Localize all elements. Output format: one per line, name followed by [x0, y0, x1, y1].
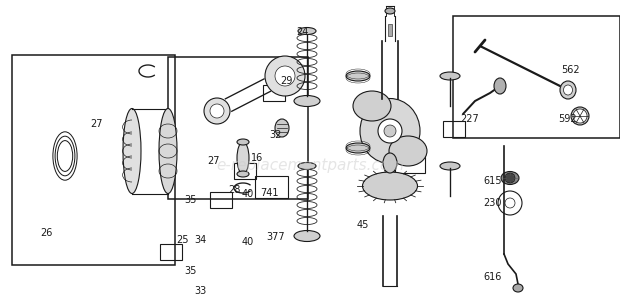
Ellipse shape [294, 230, 320, 241]
Bar [443, 121, 466, 136]
Ellipse shape [440, 72, 460, 80]
Ellipse shape [294, 95, 320, 106]
Text: 27: 27 [90, 119, 102, 129]
Bar [388, 24, 392, 36]
Text: 28: 28 [228, 185, 241, 195]
Text: 29: 29 [280, 76, 293, 86]
Bar [453, 16, 620, 138]
Ellipse shape [123, 109, 141, 193]
Text: 27: 27 [208, 156, 220, 166]
Ellipse shape [440, 162, 460, 170]
Text: 33: 33 [194, 286, 206, 296]
Ellipse shape [383, 153, 397, 173]
Text: 616: 616 [484, 272, 502, 282]
Text: 40: 40 [242, 237, 254, 247]
Bar [210, 192, 232, 207]
Circle shape [378, 119, 402, 143]
Circle shape [505, 173, 515, 183]
Bar [159, 244, 182, 260]
Ellipse shape [346, 143, 370, 153]
Text: 16: 16 [250, 153, 263, 163]
Ellipse shape [501, 171, 519, 185]
Ellipse shape [560, 81, 576, 99]
Ellipse shape [237, 139, 249, 145]
Text: e-replacementparts.com: e-replacementparts.com [216, 158, 404, 173]
Ellipse shape [513, 284, 523, 292]
Circle shape [384, 125, 396, 137]
Circle shape [573, 109, 587, 123]
Bar [255, 176, 288, 198]
Bar [12, 55, 175, 265]
Text: 34: 34 [194, 235, 206, 245]
Text: 230: 230 [484, 199, 502, 208]
Text: 40: 40 [242, 189, 254, 199]
Text: 35: 35 [185, 196, 197, 205]
Text: 24: 24 [296, 27, 309, 37]
Text: 377: 377 [267, 232, 285, 242]
Text: 227: 227 [460, 114, 479, 124]
Circle shape [498, 191, 522, 215]
Ellipse shape [353, 91, 391, 121]
Ellipse shape [298, 28, 316, 35]
Ellipse shape [385, 8, 395, 14]
Ellipse shape [237, 171, 249, 177]
Text: 592: 592 [558, 114, 577, 124]
Bar [168, 57, 308, 199]
Text: 615: 615 [484, 176, 502, 185]
Ellipse shape [389, 136, 427, 166]
Ellipse shape [363, 172, 417, 200]
Ellipse shape [360, 99, 420, 163]
Text: 25: 25 [177, 235, 189, 245]
Circle shape [275, 66, 295, 86]
Bar [395, 150, 425, 173]
Ellipse shape [275, 119, 289, 137]
Ellipse shape [237, 142, 249, 174]
Ellipse shape [298, 162, 316, 170]
Bar [234, 163, 256, 179]
Ellipse shape [346, 71, 370, 81]
Ellipse shape [159, 109, 177, 193]
Circle shape [505, 198, 515, 208]
Text: 562: 562 [561, 65, 580, 75]
Ellipse shape [571, 107, 589, 125]
Text: 35: 35 [185, 266, 197, 276]
Ellipse shape [564, 85, 572, 95]
Circle shape [265, 56, 305, 96]
Circle shape [210, 104, 224, 118]
Text: 741: 741 [260, 188, 279, 198]
Circle shape [204, 98, 230, 124]
Ellipse shape [494, 78, 506, 94]
Bar [263, 85, 285, 101]
Text: 26: 26 [40, 228, 53, 237]
Text: 32: 32 [270, 130, 282, 140]
Text: 45: 45 [356, 220, 369, 230]
